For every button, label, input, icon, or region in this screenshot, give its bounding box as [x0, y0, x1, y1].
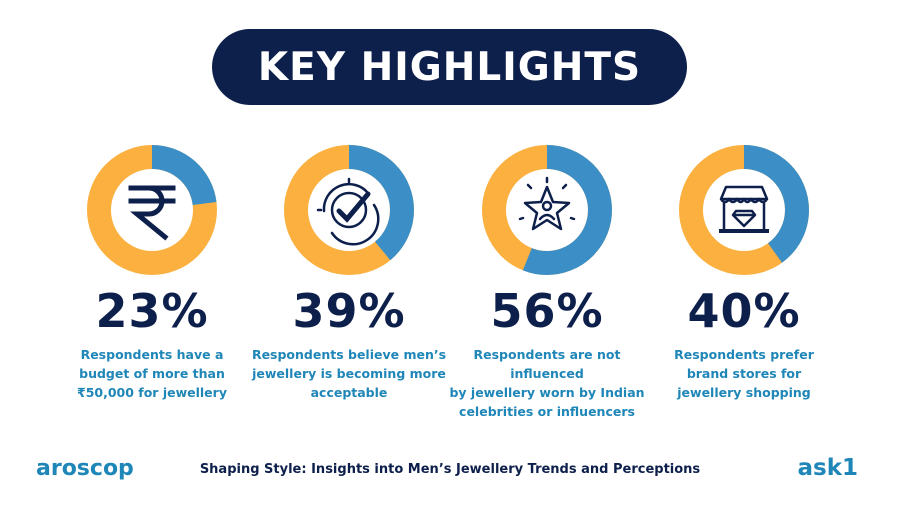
- highlight-description: Respondents are not influenced by jewell…: [447, 345, 647, 421]
- highlight-card-brand-stores: 40% Respondents prefer brand stores for …: [644, 145, 844, 402]
- highlight-description: Respondents have a budget of more than ₹…: [52, 345, 252, 402]
- highlight-card-influence: 56% Respondents are not influenced by je…: [447, 145, 647, 421]
- description-line: Respondents have a: [80, 347, 224, 362]
- highlight-card-budget: 23% Respondents have a budget of more th…: [52, 145, 252, 402]
- donut-chart-influence: [482, 145, 612, 275]
- donut-value-arc: [284, 145, 414, 275]
- highlight-description: Respondents prefer brand stores for jewe…: [644, 345, 844, 402]
- description-line: Respondents believe men’s: [251, 347, 447, 362]
- description-line: brand stores for: [686, 366, 802, 381]
- donut-chart-budget: [87, 145, 217, 275]
- description-line: celebrities or influencers: [459, 404, 635, 419]
- donut-value-arc: [482, 145, 612, 275]
- description-line: budget of more than: [79, 366, 225, 381]
- highlight-card-acceptance: 39% Respondents believe men’s jewellery …: [249, 145, 449, 402]
- description-line: jewellery is becoming more: [252, 366, 446, 381]
- percentage-value: 23%: [95, 284, 209, 338]
- page-title: KEY HIGHLIGHTS: [257, 44, 642, 90]
- star-person-icon: [518, 176, 576, 231]
- description-line: jewellery shopping: [677, 385, 811, 400]
- donut-chart-brand-stores: [679, 145, 809, 275]
- percentage-value: 56%: [490, 284, 604, 338]
- donut-value-arc: [87, 145, 217, 275]
- ask1-logo: ask1: [797, 455, 858, 481]
- description-line: Respondents are not influenced: [473, 347, 621, 381]
- percentage-value: 39%: [292, 284, 406, 338]
- description-line: Respondents prefer: [674, 347, 814, 362]
- description-line: ₹50,000 for jewellery: [77, 385, 227, 400]
- diamond-store-icon: [719, 185, 769, 233]
- highlight-description: Respondents believe men’s jewellery is b…: [249, 345, 449, 402]
- donut-value-arc: [679, 145, 809, 275]
- description-line: acceptable: [310, 385, 388, 400]
- footer-title: Shaping Style: Insights into Men’s Jewel…: [199, 462, 701, 477]
- aroscop-logo: aroscop: [36, 456, 134, 481]
- percentage-value: 40%: [687, 284, 801, 338]
- donut-chart-acceptance: [284, 145, 414, 275]
- checkmark-badge-icon: [316, 177, 380, 246]
- description-line: by jewellery worn by Indian: [449, 385, 645, 400]
- rupee-icon: [128, 185, 176, 241]
- title-banner: KEY HIGHLIGHTS: [212, 29, 687, 105]
